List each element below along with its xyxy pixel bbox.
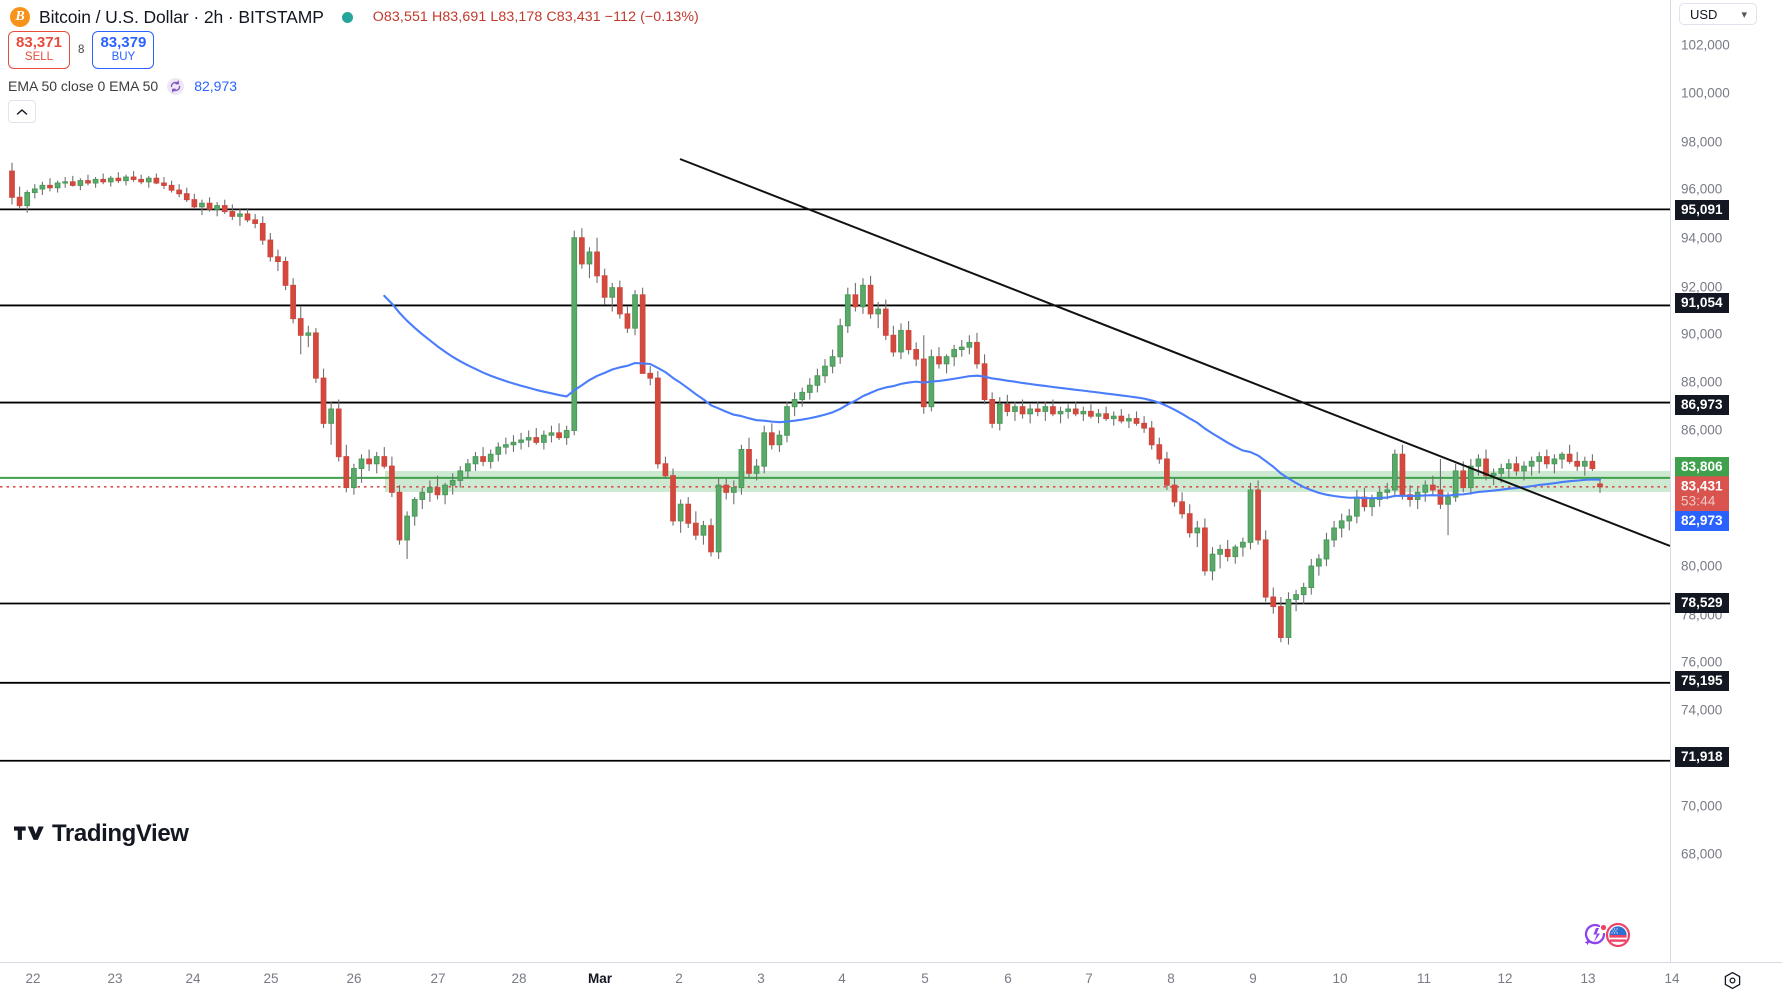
market-status-dot [341, 11, 353, 23]
sell-label: SELL [24, 51, 54, 64]
price-label-text: 86,973 [1681, 397, 1723, 412]
symbol-row: B Bitcoin / U.S. Dollar · 2h · BITSTAMP … [10, 4, 699, 30]
price-label-text: 78,529 [1681, 595, 1723, 610]
price-label-text: 91,054 [1681, 295, 1723, 310]
indicator-legend[interactable]: EMA 50 close 0 EMA 50 82,973 [8, 76, 237, 96]
ema-50-line[interactable] [383, 294, 1602, 500]
downtrend-line[interactable] [679, 158, 1670, 547]
candlestick-plot [0, 158, 1670, 762]
time-tick: 6 [1004, 971, 1012, 986]
indicator-value: 82,973 [194, 78, 238, 94]
price-tick: 74,000 [1681, 702, 1723, 718]
usa-flag-event-icon[interactable] [1605, 922, 1631, 953]
time-tick: 24 [185, 971, 201, 986]
time-tick: 26 [346, 971, 362, 986]
time-tick: 13 [1580, 971, 1596, 986]
price-tick: 88,000 [1681, 374, 1723, 390]
candle-series [9, 162, 1603, 645]
price-label-text: 82,973 [1681, 513, 1723, 528]
support-75195[interactable]: 75,195 [1675, 671, 1729, 691]
price-label-text: 83,806 [1681, 459, 1723, 474]
resistance-86973[interactable]: 86,973 [1675, 395, 1729, 415]
countdown-timer: 53:44 [1681, 493, 1716, 509]
time-tick: 7 [1085, 971, 1093, 986]
resistance-91054[interactable]: 91,054 [1675, 293, 1729, 313]
support-78529[interactable]: 78,529 [1675, 593, 1729, 613]
time-tick: 27 [430, 971, 446, 986]
last-price-83431[interactable]: 83,431 53:44 [1675, 476, 1729, 512]
ohlc-values: O83,551 H83,691 L83,178 C83,431 −112 (−0… [372, 9, 699, 25]
sell-button[interactable]: 83,371 SELL [8, 31, 70, 69]
time-tick: 10 [1332, 971, 1348, 986]
tradingview-logo-icon [14, 826, 44, 840]
buy-price: 83,379 [100, 33, 147, 51]
support-zone-83806[interactable]: 83,806 [1675, 457, 1729, 477]
support-zone-band[interactable] [385, 470, 1670, 492]
price-tick: 70,000 [1681, 798, 1723, 814]
support-71918[interactable]: 71,918 [1675, 747, 1729, 767]
price-tick: 68,000 [1681, 846, 1723, 862]
time-tick: 9 [1249, 971, 1257, 986]
currency-selector[interactable]: USD ▾ [1679, 3, 1757, 25]
chevron-up-icon [16, 108, 28, 115]
bitcoin-icon: B [10, 7, 30, 27]
collapse-legend-button[interactable] [8, 100, 36, 123]
buy-label: BUY [111, 51, 136, 64]
time-tick: 4 [838, 971, 846, 986]
chevron-down-icon: ▾ [1741, 9, 1747, 21]
currency-label: USD [1690, 6, 1718, 22]
page-title[interactable]: Bitcoin / U.S. Dollar · 2h · BITSTAMP [39, 6, 324, 27]
tradingview-watermark: TradingView [14, 820, 189, 848]
brand-text: TradingView [52, 820, 189, 847]
spread-value: 8 [78, 44, 85, 56]
time-tick: Mar [587, 971, 613, 986]
price-label-text: 83,431 [1681, 478, 1723, 494]
price-tick: 80,000 [1681, 558, 1723, 574]
settings-hex-icon[interactable] [1723, 971, 1742, 990]
time-tick: 3 [757, 971, 765, 986]
indicator-title: EMA 50 close 0 EMA 50 [8, 78, 159, 94]
time-tick: 11 [1416, 971, 1432, 986]
quote-buttons: 83,371 SELL 8 83,379 BUY [8, 30, 155, 70]
time-tick: 5 [921, 971, 929, 986]
price-tick: 102,000 [1681, 37, 1730, 53]
price-tick: 76,000 [1681, 654, 1723, 670]
price-tick: 100,000 [1681, 85, 1730, 101]
buy-button[interactable]: 83,379 BUY [92, 31, 155, 69]
time-tick: 28 [511, 971, 527, 986]
price-label-text: 75,195 [1681, 673, 1723, 688]
price-label-text: 71,918 [1681, 749, 1723, 764]
time-tick: 12 [1497, 971, 1513, 986]
sync-icon[interactable] [167, 77, 185, 95]
price-tick: 94,000 [1681, 230, 1723, 246]
price-axis[interactable]: USD ▾ 102,000 100,000 98,000 96,000 94,000 92… [1670, 0, 1782, 962]
resistance-95091[interactable]: 95,091 [1675, 200, 1729, 220]
time-tick: 25 [263, 971, 279, 986]
ema50-82973[interactable]: 82,973 [1675, 511, 1729, 531]
chart-header: B Bitcoin / U.S. Dollar · 2h · BITSTAMP … [0, 0, 1782, 130]
chart-canvas[interactable] [0, 0, 1670, 962]
sell-price: 83,371 [16, 33, 62, 51]
time-tick: 8 [1167, 971, 1175, 986]
time-tick: 22 [25, 971, 41, 986]
price-tick: 90,000 [1681, 326, 1723, 342]
time-tick: 14 [1664, 971, 1680, 986]
ai-event-icon[interactable] [1583, 922, 1609, 953]
price-tick: 98,000 [1681, 134, 1723, 150]
price-tick: 96,000 [1681, 181, 1723, 197]
price-tick: 92,000 [1681, 279, 1723, 295]
price-tick: 86,000 [1681, 422, 1723, 438]
time-tick: 23 [107, 971, 123, 986]
price-label-text: 95,091 [1681, 202, 1723, 217]
time-tick: 2 [675, 971, 683, 986]
time-axis[interactable]: 22 23 24 25 26 27 28 Mar 2 3 4 5 6 7 8 9 10 11 12 13 14 [0, 962, 1782, 1004]
